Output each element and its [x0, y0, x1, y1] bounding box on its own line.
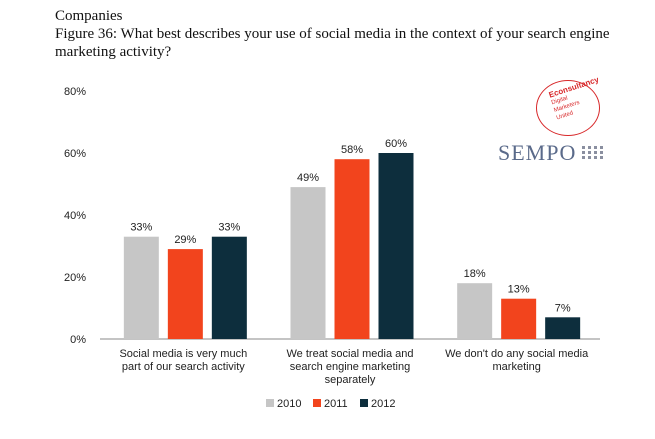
legend-label-2011: 2011: [324, 398, 348, 410]
data-label: 58%: [341, 144, 363, 156]
legend-label-2010: 2010: [277, 398, 301, 410]
category-label: separately: [325, 374, 376, 386]
legend-swatch-2012: [360, 399, 368, 407]
category-label: We treat social media and: [287, 348, 414, 360]
bar-2012: [545, 317, 581, 339]
category-label: search engine marketing: [290, 361, 410, 373]
bar-2011: [167, 249, 203, 339]
bar-2010: [290, 187, 326, 339]
category-label: We don't do any social media: [445, 348, 589, 360]
bar-2010: [123, 236, 159, 339]
sempo-dots-icon: [582, 146, 603, 159]
chart-header: Companies Figure 36: What best describes…: [55, 7, 635, 61]
data-label: 13%: [508, 284, 530, 296]
bar-2012: [378, 153, 414, 339]
data-label: 7%: [555, 302, 571, 314]
chart-title: Figure 36: What best describes your use …: [55, 26, 610, 60]
data-label: 33%: [130, 222, 152, 234]
legend-swatch-2010: [266, 399, 274, 407]
y-tick-label: 0%: [70, 334, 86, 346]
y-tick-label: 80%: [64, 86, 86, 98]
bar-2010: [457, 283, 493, 339]
y-tick-label: 40%: [64, 210, 86, 222]
econsultancy-badge: [536, 80, 600, 136]
sempo-logo: SEMPO: [498, 140, 577, 165]
bar-2011: [334, 159, 370, 339]
category-label: Social media is very much: [119, 348, 247, 360]
data-label: 18%: [464, 268, 486, 280]
bar-2011: [501, 298, 537, 339]
header-line-companies: Companies: [55, 8, 123, 24]
bar-2012: [211, 236, 247, 339]
legend-label-2012: 2012: [371, 398, 395, 410]
y-tick-label: 60%: [64, 148, 86, 160]
category-label: part of our search activity: [122, 361, 245, 373]
data-label: 29%: [174, 234, 196, 246]
legend-swatch-2011: [313, 399, 321, 407]
data-label: 60%: [385, 138, 407, 150]
data-label: 33%: [218, 222, 240, 234]
data-label: 49%: [297, 172, 319, 184]
y-tick-label: 20%: [64, 272, 86, 284]
category-label: marketing: [493, 361, 541, 373]
